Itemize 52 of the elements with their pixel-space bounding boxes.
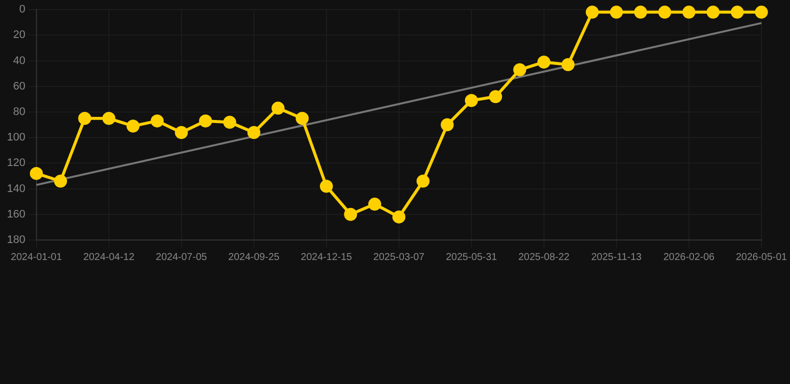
x-tick-label: 2025-08-22 <box>518 252 570 263</box>
x-tick-label: 2024-07-05 <box>156 252 208 263</box>
point <box>296 112 309 125</box>
point <box>199 114 212 128</box>
point <box>223 116 236 129</box>
point <box>610 6 623 19</box>
point <box>513 63 526 76</box>
y-tick-label: 20 <box>13 29 26 42</box>
point <box>102 112 116 125</box>
point <box>586 6 599 19</box>
x-tick-label: 2025-11-13 <box>591 252 642 263</box>
point <box>54 174 68 188</box>
point <box>706 6 720 19</box>
point <box>368 198 382 211</box>
x-tick-label: 2024-12-15 <box>300 252 352 263</box>
x-tick-label: 2025-05-31 <box>446 252 498 263</box>
point <box>416 174 430 188</box>
y-tick-label: 60 <box>13 80 26 92</box>
point <box>30 166 43 180</box>
point <box>754 6 768 19</box>
point <box>562 58 575 72</box>
point <box>489 90 502 104</box>
x-tick-label: 2025-03-07 <box>373 252 425 263</box>
y-tick-label: 40 <box>13 54 26 67</box>
point <box>78 112 92 125</box>
point <box>344 208 358 221</box>
point <box>150 114 164 128</box>
x-tick-label: 2024-01-01 <box>10 252 62 263</box>
point <box>464 94 478 107</box>
point <box>537 56 550 69</box>
point <box>320 180 333 193</box>
point <box>174 126 188 139</box>
y-tick-label: 100 <box>6 132 26 144</box>
y-tick-label: 0 <box>19 4 26 16</box>
point <box>634 6 648 19</box>
x-tick-label: 2024-04-12 <box>83 252 135 263</box>
y-tick-label: 120 <box>6 157 26 170</box>
y-tick-label: 140 <box>6 182 26 195</box>
y-tick-label: 180 <box>6 234 26 246</box>
point <box>440 118 454 132</box>
point <box>730 6 744 19</box>
point <box>682 6 696 19</box>
x-tick-label: 2024-09-25 <box>228 252 280 263</box>
point <box>658 6 672 19</box>
x-tick-label: 2026-05-01 <box>736 252 788 263</box>
point <box>126 120 140 133</box>
y-tick-label: 160 <box>6 208 26 220</box>
point <box>272 102 285 115</box>
x-tick-label: 2026-02-06 <box>663 252 715 263</box>
y-tick-label: 80 <box>13 106 26 118</box>
point <box>247 126 260 139</box>
point <box>392 210 406 224</box>
